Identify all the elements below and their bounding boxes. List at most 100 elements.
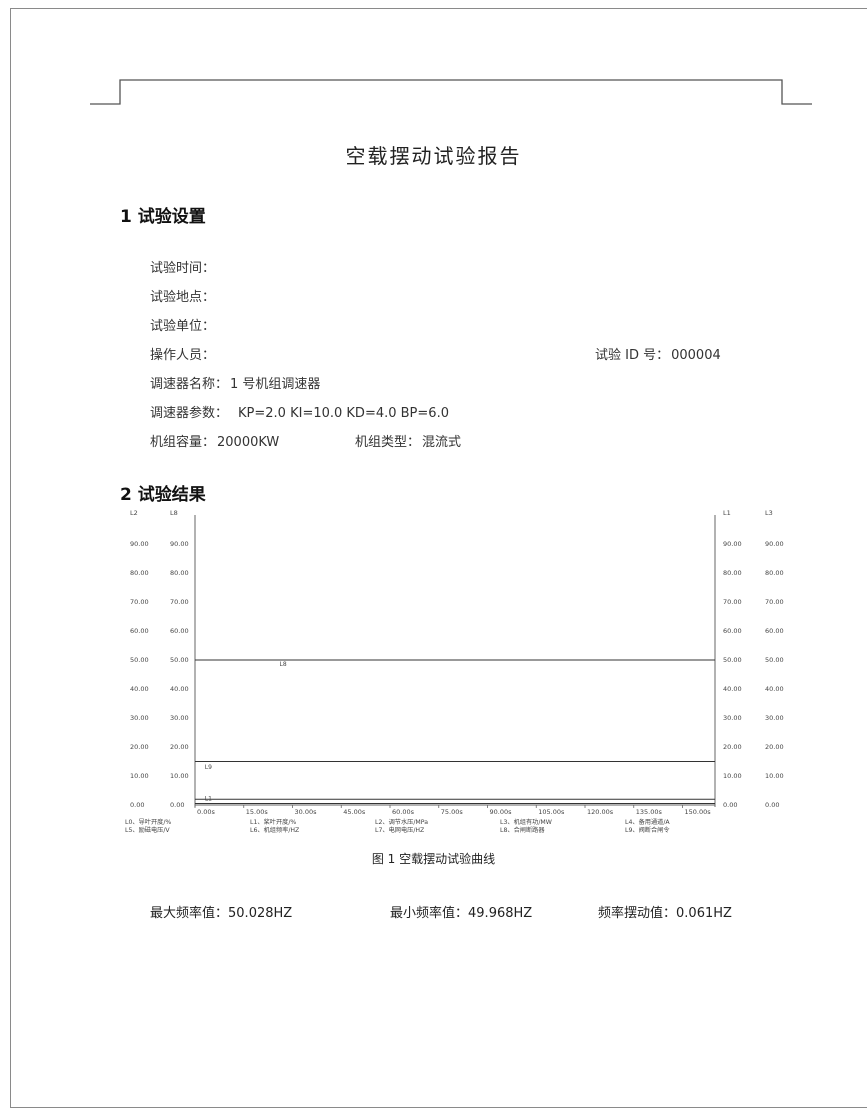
y-tick-label-right-outer: 70.00 (765, 598, 784, 606)
y-tick-label-left-outer: 40.00 (130, 685, 149, 693)
section-heading-results: 2 试验结果 (120, 485, 206, 505)
y-tick-label-left-outer: 70.00 (130, 598, 149, 606)
y-tick-label-right-inner: 10.00 (723, 772, 742, 780)
y-tick-label-left-inner: 70.00 (170, 598, 189, 606)
legend-entry: L1、桨叶开度/% (250, 818, 296, 826)
y-tick-label-left-inner: 10.00 (170, 772, 189, 780)
trace-label: L9 (205, 764, 212, 771)
x-tick-label: 135.00s (636, 808, 663, 816)
field-value: 20000KW (217, 435, 280, 450)
y-tick-label-left-outer: 60.00 (130, 627, 149, 635)
trace-label: L8 (280, 661, 287, 668)
field-operator: 操作人员： (150, 344, 215, 363)
y-tick-label-right-outer: 90.00 (765, 540, 784, 548)
y-tick-label-left-inner: 20.00 (170, 743, 189, 751)
legend-entry: L3、机组有功/MW (500, 818, 552, 826)
axis-header-left-outer: L2 (130, 509, 138, 517)
field-label: 机组容量： (150, 435, 216, 450)
y-tick-label-right-outer: 60.00 (765, 627, 784, 635)
figure-caption: 图 1 空载摆动试验曲线 (371, 852, 496, 866)
y-tick-label-right-inner: 80.00 (723, 569, 742, 577)
y-tick-label-right-inner: 0.00 (723, 801, 737, 809)
y-tick-label-left-inner: 60.00 (170, 627, 189, 635)
axis-header-right-inner: L1 (723, 509, 731, 517)
stat-label: 最大频率值： (150, 906, 229, 921)
y-tick-label-right-outer: 0.00 (765, 801, 779, 809)
y-tick-label-left-inner: 80.00 (170, 569, 189, 577)
test-curve-chart: L2 L8 L1 L3 0.00 0.00 0.00 0.00 10.00 10.00 10.00 1… (120, 505, 810, 845)
stat-min-frequency: 最小频率值：49.968HZ (390, 902, 532, 921)
field-test-id: 试验 ID 号： 000004 (595, 344, 721, 363)
field-capacity: 机组容量： 20000KW (150, 431, 279, 450)
x-tick-label: 150.00s (685, 808, 712, 816)
y-tick-label-right-outer: 20.00 (765, 743, 784, 751)
y-tick-label-left-outer: 20.00 (130, 743, 149, 751)
header-rule (90, 79, 812, 105)
y-tick-label-left-inner: 50.00 (170, 656, 189, 664)
y-tick-label-right-outer: 30.00 (765, 714, 784, 722)
y-tick-label-left-outer: 30.00 (130, 714, 149, 722)
y-tick-label-right-inner: 90.00 (723, 540, 742, 548)
x-tick-label: 45.00s (343, 808, 366, 816)
field-label: 试验时间： (150, 261, 216, 276)
field-value: 混流式 (422, 435, 462, 450)
legend-entry: L5、励磁电压/V (125, 826, 170, 834)
legend-entry: L0、导叶开度/% (125, 818, 171, 826)
stat-label: 最小频率值： (390, 906, 469, 921)
y-tick-label-right-inner: 40.00 (723, 685, 742, 693)
y-tick-label-right-outer: 80.00 (765, 569, 784, 577)
legend-entry: L6、机组频率/HZ (250, 826, 299, 834)
stat-value: 49.968HZ (468, 906, 533, 921)
y-tick-label-right-inner: 20.00 (723, 743, 742, 751)
y-tick-label-left-outer: 10.00 (130, 772, 149, 780)
field-label: 试验地点： (150, 290, 216, 305)
field-test-unit: 试验单位： (150, 315, 215, 334)
y-tick-label-left-outer: 80.00 (130, 569, 149, 577)
x-tick-label: 60.00s (392, 808, 415, 816)
y-tick-label-right-outer: 10.00 (765, 772, 784, 780)
legend-entry: L4、备用通道/A (625, 818, 670, 826)
field-value: 1 号机组调速器 (230, 377, 321, 392)
field-label: 调速器名称： (150, 377, 229, 392)
field-test-time: 试验时间： (150, 257, 215, 276)
y-tick-label-right-outer: 40.00 (765, 685, 784, 693)
trace-label: L1 (205, 796, 212, 803)
chart-svg: L2 L8 L1 L3 0.00 0.00 0.00 0.00 10.00 10.00 10.00 1… (125, 509, 784, 834)
stat-value: 50.028HZ (228, 906, 293, 921)
field-label: 调速器参数： (150, 406, 229, 421)
field-governor-name: 调速器名称： 1 号机组调速器 (150, 373, 320, 392)
stat-value: 0.061HZ (676, 906, 732, 921)
field-label: 试验 ID 号： (595, 348, 670, 363)
legend-entry: L2、调节水压/MPa (375, 818, 428, 826)
field-governor-params: 调速器参数： KP=2.0 KI=10.0 KD=4.0 BP=6.0 (150, 402, 449, 421)
y-tick-label-left-inner: 40.00 (170, 685, 189, 693)
field-test-location: 试验地点： (150, 286, 215, 305)
y-tick-label-left-inner: 0.00 (170, 801, 184, 809)
y-tick-label-left-inner: 30.00 (170, 714, 189, 722)
axis-header-right-outer: L3 (765, 509, 773, 517)
field-label: 机组类型： (355, 435, 421, 450)
y-tick-label-left-outer: 50.00 (130, 656, 149, 664)
field-value: KP=2.0 KI=10.0 KD=4.0 BP=6.0 (238, 406, 449, 421)
x-tick-label: 15.00s (246, 808, 269, 816)
y-tick-label-left-outer: 90.00 (130, 540, 149, 548)
x-tick-label: 75.00s (441, 808, 464, 816)
y-tick-label-right-inner: 30.00 (723, 714, 742, 722)
y-tick-label-right-inner: 60.00 (723, 627, 742, 635)
y-tick-label-left-inner: 90.00 (170, 540, 189, 548)
section-heading-settings: 1 试验设置 (120, 207, 206, 227)
stat-frequency-swing: 频率摆动值：0.061HZ (598, 902, 732, 921)
legend-entry: L7、电网电压/HZ (375, 826, 424, 834)
y-tick-label-right-outer: 50.00 (765, 656, 784, 664)
field-label: 试验单位： (150, 319, 216, 334)
axis-header-left-inner: L8 (170, 509, 178, 517)
legend-entry: L9、阀断合闸令 (625, 826, 670, 834)
x-tick-label: 90.00s (490, 808, 513, 816)
stat-label: 频率摆动值： (598, 906, 677, 921)
y-tick-label-right-inner: 50.00 (723, 656, 742, 664)
field-value: 000004 (671, 348, 721, 363)
report-title: 空载摆动试验报告 (345, 144, 522, 168)
y-tick-label-left-outer: 0.00 (130, 801, 144, 809)
y-tick-label-right-inner: 70.00 (723, 598, 742, 606)
legend-entry: L8、合闸断路器 (500, 826, 545, 834)
